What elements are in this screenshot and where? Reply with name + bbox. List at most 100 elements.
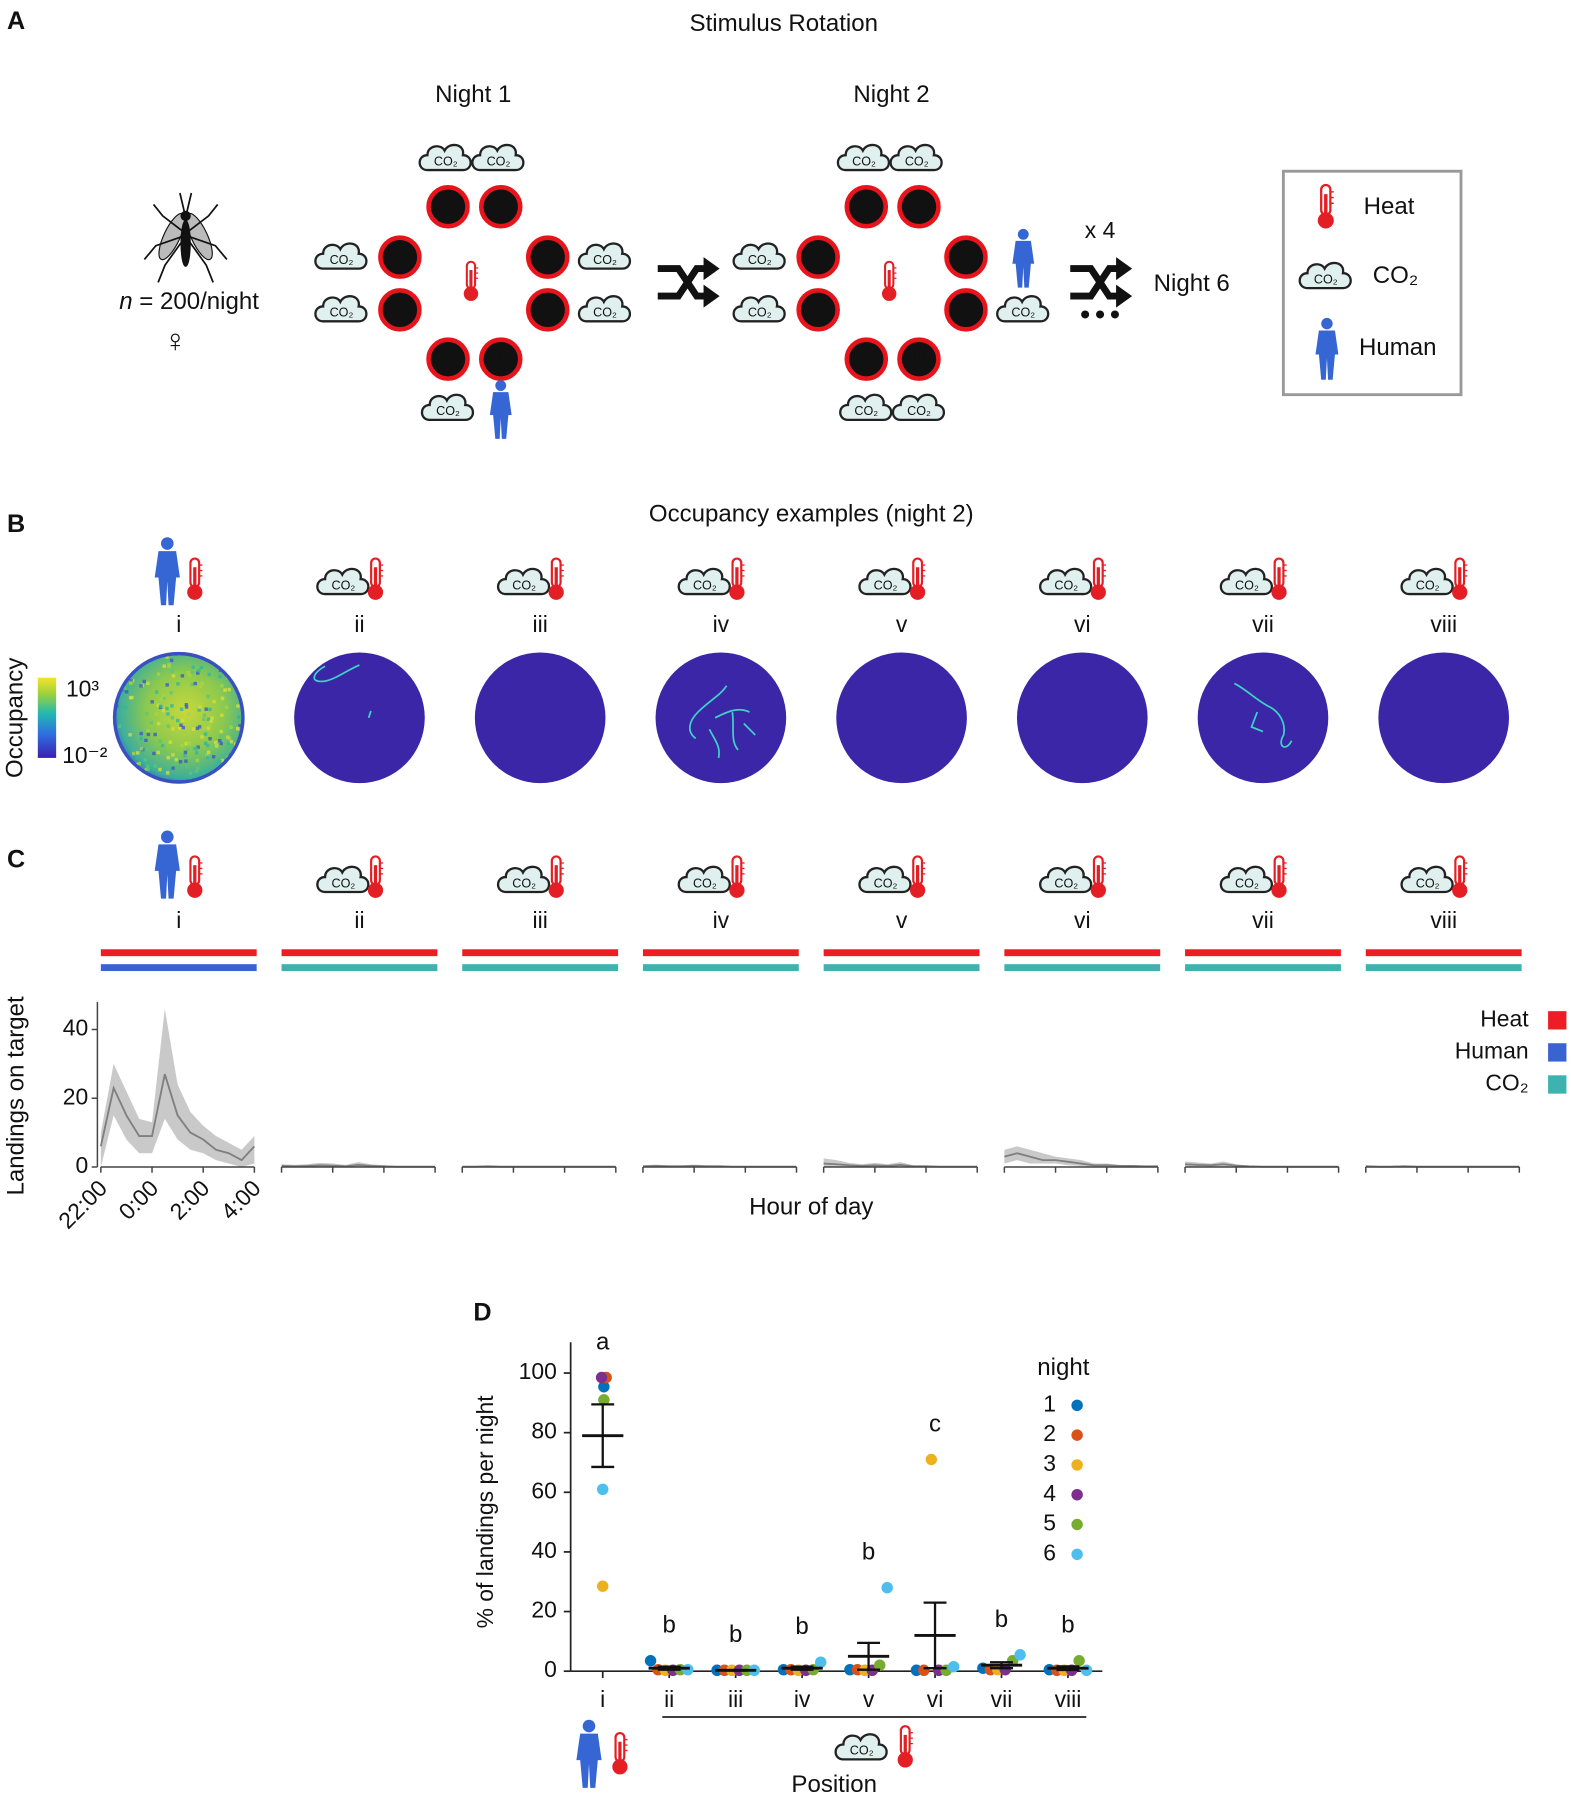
co2-icon-label: CO₂ <box>874 578 898 592</box>
human-body <box>1315 330 1339 380</box>
occupancy-speckle <box>137 761 141 766</box>
heat-icon <box>897 1725 913 1768</box>
significance-letter: b <box>729 1621 742 1648</box>
shuffle-arrow <box>1070 265 1119 300</box>
position-label: vii <box>1252 907 1274 933</box>
occupancy-speckle <box>142 679 146 684</box>
stimulus-bar <box>1365 964 1522 972</box>
data-point <box>947 1660 960 1673</box>
data-point <box>918 1664 930 1677</box>
legend-marker <box>1071 1518 1083 1531</box>
co2-icon: CO₂ <box>1400 865 1454 894</box>
legend-swatch <box>1548 1011 1567 1030</box>
occupancy-speckle <box>153 732 157 737</box>
heat-icon <box>463 260 479 301</box>
significance-letter: b <box>795 1613 808 1640</box>
n-text: = 200/night <box>139 288 259 315</box>
occupancy-speckle <box>171 674 176 678</box>
co2-icon-label: CO₂ <box>512 578 536 592</box>
occupancy-speckle <box>224 705 229 710</box>
co2-icon-label: CO₂ <box>748 253 772 267</box>
co2-icon: CO₂ <box>1298 261 1352 290</box>
occupancy-speckle <box>129 678 133 683</box>
occupancy-speckle <box>207 723 212 728</box>
occupancy-speckle <box>197 725 202 729</box>
occupancy-speckle <box>117 724 122 728</box>
x-tick-label: 22:00 <box>53 1175 112 1234</box>
arrow-head <box>703 284 720 308</box>
position-label: iii <box>533 611 548 637</box>
y-tick-label: 40 <box>531 1537 556 1563</box>
cloud-shape <box>496 865 551 894</box>
occupancy-edge <box>112 651 245 784</box>
co2-icon: CO₂ <box>889 143 943 172</box>
occupancy-speckle <box>178 726 182 731</box>
co2-icon-label: CO₂ <box>1011 306 1035 320</box>
occupancy-speckle <box>220 713 224 717</box>
stimulus-bar <box>462 949 619 957</box>
occupancy-speckle <box>156 721 161 726</box>
occupancy-speckle <box>190 682 194 687</box>
occupancy-speckle <box>219 741 223 746</box>
co2-icon: CO₂ <box>316 865 370 894</box>
occupancy-speckle <box>202 717 206 722</box>
occupancy-speckle <box>196 671 200 675</box>
occupancy-speckle <box>145 747 150 751</box>
occupancy-speckle <box>206 694 210 699</box>
cloud-shape <box>1219 567 1273 596</box>
co2-icon: CO₂ <box>996 295 1050 323</box>
occupancy-speckle <box>237 777 241 781</box>
mosquito-leg <box>143 235 183 261</box>
panel-title: Stimulus Rotation <box>690 10 878 37</box>
occupancy-speckle <box>181 725 186 730</box>
human-body <box>1012 240 1035 288</box>
occupancy-map <box>294 652 425 784</box>
co2-icon: CO₂ <box>314 295 368 323</box>
cloud-shape <box>889 143 943 172</box>
y-tick-label: 60 <box>531 1477 556 1503</box>
occupancy-speckle <box>139 746 144 751</box>
occupancy-speckle <box>169 691 173 695</box>
occupancy-speckle <box>205 780 210 784</box>
thermo-bulb <box>187 584 203 600</box>
occupancy-speckle <box>125 660 129 664</box>
stimulus-bar <box>823 964 980 972</box>
thermo-bulb <box>548 584 564 600</box>
x-tick-label: 0:00 <box>113 1175 163 1225</box>
occupancy-speckle <box>215 762 219 766</box>
occupancy-speckle <box>227 687 232 692</box>
heat-icon <box>729 855 745 898</box>
data-point <box>874 1659 886 1671</box>
y-tick-label: 40 <box>63 1015 88 1041</box>
occupancy-speckle <box>229 739 234 744</box>
thermo-bulb <box>612 1759 628 1775</box>
data-point <box>1080 1664 1093 1677</box>
occupancy-speckle <box>175 718 180 723</box>
x-tick-label: iv <box>794 1686 811 1712</box>
human-head <box>160 537 174 550</box>
night-title: Night 1 <box>435 81 511 108</box>
arrow-head <box>1116 257 1133 281</box>
occupancy-speckle <box>180 674 185 678</box>
y-tick-label: 0 <box>544 1656 557 1682</box>
occupancy-speckle <box>159 697 164 701</box>
occupancy-speckle <box>144 767 148 772</box>
co2-icon: CO₂ <box>1039 567 1093 596</box>
co2-icon-label: CO₂ <box>850 1744 874 1758</box>
cloud-shape <box>1219 865 1273 894</box>
legend-marker <box>1071 1399 1083 1412</box>
occupancy-speckle <box>114 776 119 781</box>
co2-icon-label: CO₂ <box>693 578 717 592</box>
occupancy-speckle <box>129 681 133 685</box>
legend-label: Heat <box>1480 1005 1529 1031</box>
cloud-shape <box>316 567 370 596</box>
heat-icon <box>187 557 203 600</box>
occupancy-speckle <box>231 659 236 663</box>
occupancy-speckle <box>162 664 166 668</box>
thermo-bulb <box>729 882 745 898</box>
occupancy-speckle <box>191 747 196 751</box>
subject-count: n = 200/night <box>119 288 259 315</box>
position-label: i <box>499 348 503 369</box>
cloud-shape <box>858 865 912 894</box>
